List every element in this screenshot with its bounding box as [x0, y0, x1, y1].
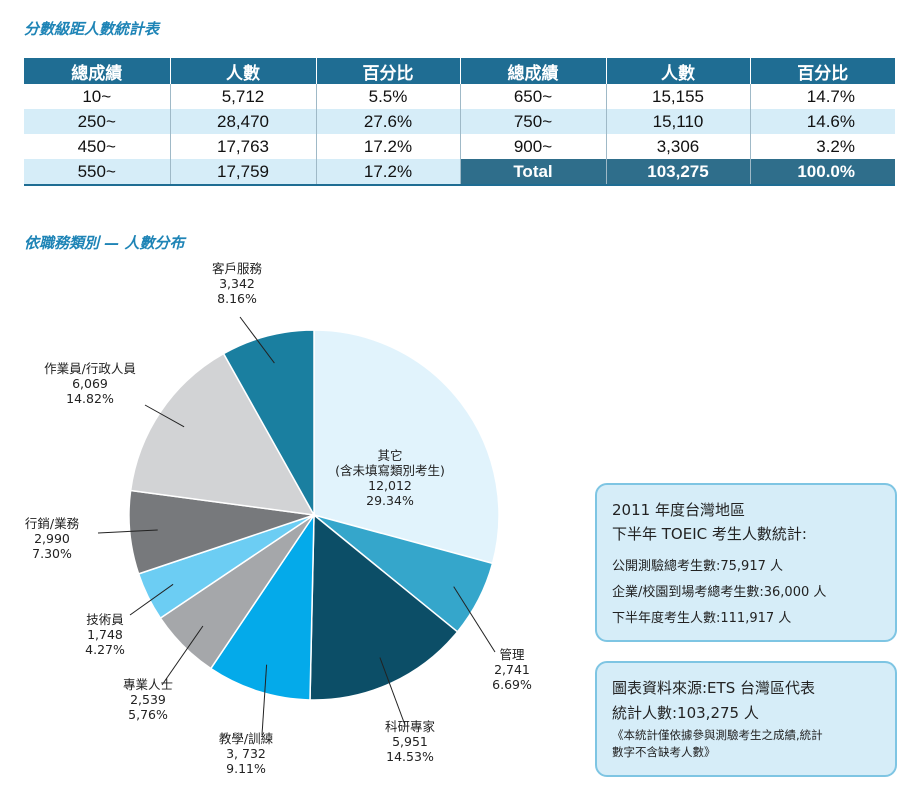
slice-label: 管理: [499, 647, 525, 662]
slice-label: 3, 732: [226, 746, 266, 761]
slice-label: 29.34%: [366, 493, 414, 508]
slice-label: 6,069: [72, 376, 108, 391]
pie-slice: [313, 329, 500, 565]
leader-line: [261, 664, 268, 736]
slice-label: 教學/訓練: [219, 731, 274, 746]
slice-label: 1,748: [87, 627, 123, 642]
slice-label: 科研專家: [385, 719, 436, 734]
data-source-box: 圖表資料來源:ETS 台灣區代表 統計人數:103,275 人 《本統計僅依據參…: [595, 661, 897, 777]
total-count-cell: 103,275: [605, 159, 750, 186]
slice-label: 作業員/行政人員: [44, 361, 136, 376]
table-cell: 17.2%: [315, 134, 460, 159]
pie-slice: [222, 329, 315, 518]
source-note-line1: 《本統計僅依據參與測驗考生之成績,統計: [612, 728, 823, 742]
table-cell: 27.6%: [315, 109, 460, 134]
table-cell: 15,155: [605, 84, 750, 109]
table-cell: 28,470: [169, 109, 316, 134]
table-cell: 750~: [459, 109, 606, 134]
table-cell: 14.6%: [749, 109, 895, 134]
table-cell: 550~: [24, 159, 170, 186]
score-table-title: 分數級距人數統計表: [24, 20, 160, 38]
slice-label: 客戶服務: [212, 261, 263, 276]
pie-slice: [309, 513, 459, 701]
table-cell: 450~: [24, 134, 170, 159]
table-cell: 250~: [24, 109, 170, 134]
col-header-score: 總成績: [24, 58, 170, 84]
slice-label: 行銷/業務: [25, 516, 80, 531]
leader-line: [453, 586, 496, 653]
slice-label: 2,539: [130, 692, 166, 707]
leader-line: [144, 404, 185, 428]
slice-label: 8.16%: [217, 291, 257, 306]
slice-label: 12,012: [368, 478, 412, 493]
table-cell: 3,306: [605, 134, 750, 159]
table-cell: 5.5%: [315, 84, 460, 109]
col-header-score: 總成績: [459, 58, 606, 84]
table-cell: 3.2%: [749, 134, 895, 159]
table-cell: 17,759: [169, 159, 316, 186]
summary-title-line2: 下半年 TOEIC 考生人數統計:: [612, 525, 807, 543]
test-taker-summary-box: 2011 年度台灣地區 下半年 TOEIC 考生人數統計: 公開測驗總考生數:7…: [595, 483, 897, 642]
table-cell: 650~: [459, 84, 606, 109]
job-chart-title: 依職務類別 — 人數分布: [24, 234, 185, 252]
slice-label: 3,342: [219, 276, 255, 291]
slice-label: 6.69%: [492, 677, 532, 692]
summary-corporate-count: 企業/校園到場考總考生數:36,000 人: [612, 585, 827, 600]
slice-label: 14.53%: [386, 749, 434, 764]
table-cell: 15,110: [605, 109, 750, 134]
slice-label: 9.11%: [226, 761, 266, 776]
slice-label: 專業人士: [123, 677, 173, 692]
table-cell: 900~: [459, 134, 606, 159]
summary-public-count: 公開測驗總考生數:75,917 人: [612, 559, 783, 574]
table-cell: 14.7%: [749, 84, 895, 109]
pie-slice: [209, 512, 315, 701]
summary-title-line1: 2011 年度台灣地區: [612, 501, 745, 519]
pie-slice: [129, 352, 316, 516]
source-count-line: 統計人數:103,275 人: [612, 704, 759, 722]
slice-label: 5,76%: [128, 707, 168, 722]
total-label-cell: Total: [459, 159, 606, 186]
total-percent-cell: 100.0%: [749, 159, 895, 186]
slice-label: 5,951: [392, 734, 428, 749]
slice-label: 4.27%: [85, 642, 125, 657]
leader-line: [129, 583, 174, 616]
table-cell: 17.2%: [315, 159, 460, 186]
slice-label: 2,741: [494, 662, 530, 677]
table-cell: 17,763: [169, 134, 316, 159]
table-row: 10~ 5,712 5.5% 650~ 15,155 14.7%: [24, 84, 895, 109]
col-header-percent: 百分比: [749, 58, 895, 84]
col-header-count: 人數: [169, 58, 316, 84]
leader-line: [239, 316, 275, 364]
source-note-line2: 數字不含缺考人數》: [612, 745, 716, 759]
table-cell: 5,712: [169, 84, 316, 109]
slice-label: (含未填寫類別考生): [335, 463, 445, 478]
table-row: 450~ 17,763 17.2% 900~ 3,306 3.2%: [24, 134, 895, 159]
leader-line: [161, 625, 204, 686]
table-row: 550~ 17,759 17.2% Total 103,275 100.0%: [24, 159, 895, 186]
slice-label: 7.30%: [32, 546, 72, 561]
slice-label: 14.82%: [66, 391, 114, 406]
source-line: 圖表資料來源:ETS 台灣區代表: [612, 679, 815, 697]
summary-total-count: 下半年度考生人數:111,917 人: [612, 611, 792, 626]
slice-label: 技術員: [86, 612, 124, 627]
leader-line: [97, 529, 158, 534]
table-header-row: 總成績 人數 百分比 總成績 人數 百分比: [24, 58, 895, 84]
table-cell: 10~: [24, 84, 170, 109]
col-header-count: 人數: [605, 58, 750, 84]
leader-line: [379, 657, 406, 726]
score-distribution-table: 總成績 人數 百分比 總成績 人數 百分比 10~ 5,712 5.5% 650…: [24, 58, 895, 186]
slice-label: 2,990: [34, 531, 70, 546]
slice-label: 其它: [377, 448, 402, 463]
table-row: 250~ 28,470 27.6% 750~ 15,110 14.6%: [24, 109, 895, 134]
col-header-percent: 百分比: [315, 58, 460, 84]
